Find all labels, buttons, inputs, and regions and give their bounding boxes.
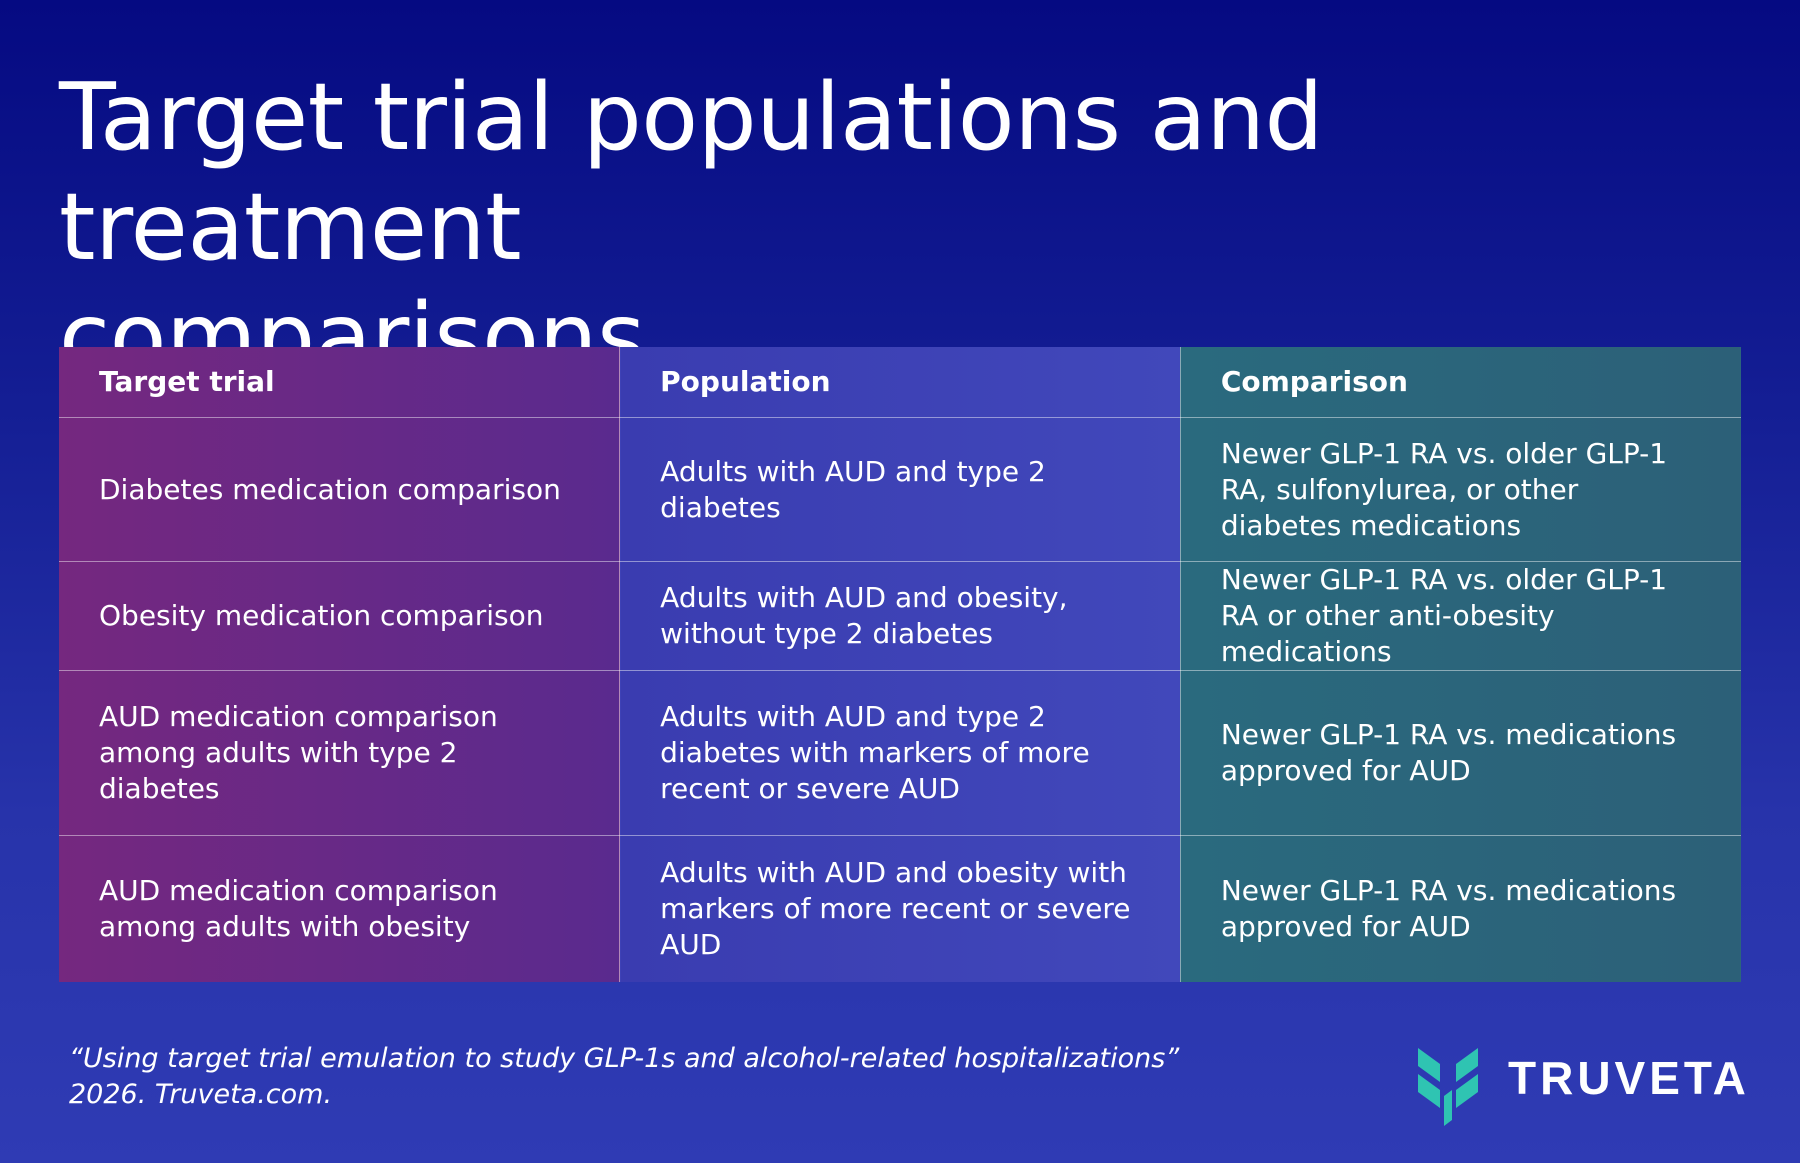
header-target-trial: Target trial <box>59 347 621 418</box>
table-header-row: Target trial Population Comparison <box>59 347 1741 418</box>
table-row: Obesity medication comparison Adults wit… <box>59 561 1741 671</box>
trial-comparison-table: Target trial Population Comparison Diabe… <box>59 347 1741 982</box>
cell-target-trial: AUD medication comparison among adults w… <box>59 670 621 836</box>
truveta-logo-icon <box>1418 1048 1478 1126</box>
cell-comparison: Newer GLP-1 RA vs. medications approved … <box>1180 835 1741 982</box>
cell-comparison: Newer GLP-1 RA vs. older GLP-1 RA, sulfo… <box>1180 417 1741 562</box>
truveta-logo: TRUVETA <box>1418 1030 1750 1126</box>
cell-comparison: Newer GLP-1 RA vs. older GLP-1 RA or oth… <box>1180 561 1741 671</box>
header-comparison: Comparison <box>1180 347 1741 418</box>
cell-population: Adults with AUD and obesity, without typ… <box>619 561 1181 671</box>
cell-population: Adults with AUD and obesity with markers… <box>619 835 1181 982</box>
cell-target-trial: Diabetes medication comparison <box>59 417 621 562</box>
citation-title: “Using target trial emulation to study G… <box>69 1043 1180 1074</box>
cell-target-trial: Obesity medication comparison <box>59 561 621 671</box>
header-population: Population <box>619 347 1181 418</box>
citation: “Using target trial emulation to study G… <box>69 1041 1179 1113</box>
page-title: Target trial populations and treatment c… <box>59 62 1739 392</box>
citation-source: 2026. Truveta.com. <box>69 1079 333 1110</box>
table-row: AUD medication comparison among adults w… <box>59 835 1741 982</box>
table-row: Diabetes medication comparison Adults wi… <box>59 417 1741 562</box>
truveta-wordmark: TRUVETA <box>1508 1052 1750 1104</box>
title-line-1: Target trial populations and treatment <box>59 63 1324 281</box>
cell-population: Adults with AUD and type 2 diabetes <box>619 417 1181 562</box>
cell-target-trial: AUD medication comparison among adults w… <box>59 835 621 982</box>
cell-population: Adults with AUD and type 2 diabetes with… <box>619 670 1181 836</box>
table-row: AUD medication comparison among adults w… <box>59 670 1741 836</box>
cell-comparison: Newer GLP-1 RA vs. medications approved … <box>1180 670 1741 836</box>
